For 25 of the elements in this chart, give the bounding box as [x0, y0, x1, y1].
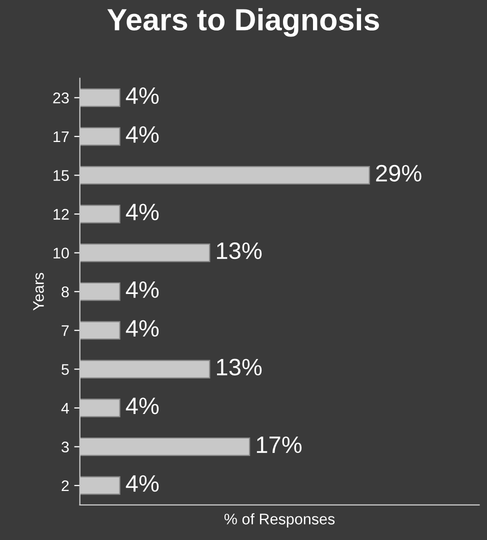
y-tick-label: 8 [62, 286, 69, 298]
data-label: 29% [376, 164, 422, 182]
y-axis-title: Years [33, 272, 44, 311]
y-tick-label: 7 [62, 325, 69, 336]
y-tick-label: 12 [54, 208, 69, 220]
data-label: 4% [126, 475, 159, 492]
y-tick-label: 10 [54, 248, 69, 259]
data-label: 4% [126, 126, 159, 143]
y-tick-label: 17 [54, 132, 69, 142]
y-tick-label: 15 [54, 170, 69, 181]
x-axis-title: % of Responses [224, 513, 335, 528]
y-tick-label: 23 [53, 92, 69, 104]
y-tick-label: 3 [62, 442, 69, 452]
chart-title: Years to Diagnosis [107, 8, 379, 37]
data-label: 4% [126, 204, 159, 220]
data-label: 13% [217, 242, 262, 260]
data-label: 13% [217, 358, 262, 376]
y-tick-label: 4 [61, 402, 70, 414]
data-label: 4% [126, 281, 159, 298]
y-tick-label: 5 [62, 364, 69, 375]
data-label: 4% [126, 87, 159, 104]
data-label: 4% [126, 398, 159, 414]
data-label: 17% [256, 436, 302, 453]
data-label: 4% [126, 320, 159, 337]
y-tick-label: 2 [62, 480, 69, 492]
